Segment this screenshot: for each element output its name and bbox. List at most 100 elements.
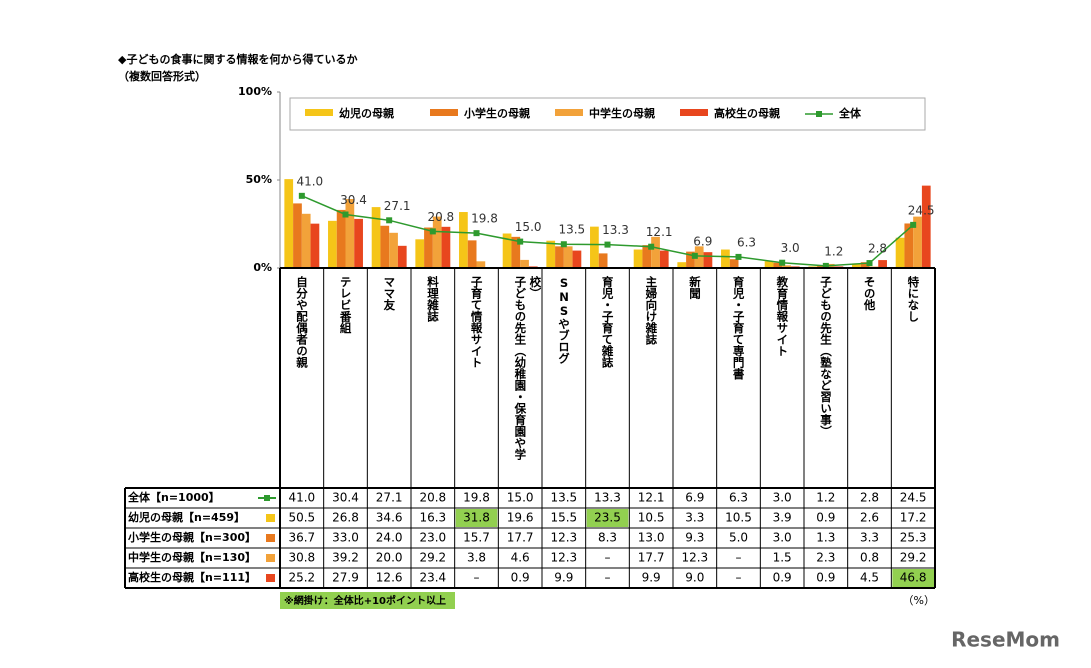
data-label: 6.3 xyxy=(737,235,756,249)
data-label: 2.8 xyxy=(868,242,887,256)
bar xyxy=(415,239,425,268)
table-cell: 9.9 xyxy=(554,571,573,585)
x-tick-label: 新聞 xyxy=(688,276,702,299)
table-cell: 25.2 xyxy=(288,571,315,585)
line-marker xyxy=(342,211,349,218)
bar xyxy=(642,245,652,268)
bar xyxy=(432,216,442,268)
table-cell: 0.9 xyxy=(773,571,792,585)
legend-label: 小学生の母親 xyxy=(463,106,530,120)
bar xyxy=(511,236,521,268)
bar xyxy=(782,265,791,268)
legend-label: 中学生の母親 xyxy=(589,106,655,120)
table-cell: – xyxy=(605,551,611,565)
y-tick-label: 100% xyxy=(238,85,272,98)
bar xyxy=(721,249,730,268)
chart-subtitle: （複数回答形式） xyxy=(118,69,206,83)
legend-swatch xyxy=(430,109,458,116)
legend-label: 幼児の母親 xyxy=(339,106,394,120)
table-cell: – xyxy=(736,551,742,565)
table-cell: 0.8 xyxy=(860,551,879,565)
bar xyxy=(852,263,861,268)
y-tick-label: 50% xyxy=(246,173,272,186)
table-cell: 0.9 xyxy=(816,571,835,585)
table-cell: 12.3 xyxy=(681,551,708,565)
table-cell: 1.2 xyxy=(816,491,835,505)
data-label: 19.8 xyxy=(471,212,498,226)
row-swatch xyxy=(264,495,270,501)
table-cell: 50.5 xyxy=(288,511,315,525)
table-cell: 3.0 xyxy=(773,491,792,505)
table-cell: 6.3 xyxy=(729,491,748,505)
line-marker xyxy=(560,241,567,248)
note-box xyxy=(280,592,455,609)
table-cell: 2.6 xyxy=(860,511,879,525)
bar xyxy=(389,232,398,268)
data-label: 13.3 xyxy=(602,223,629,237)
table-cell: – xyxy=(605,571,611,585)
table-cell: 1.5 xyxy=(773,551,792,565)
table-cell: 46.8 xyxy=(900,571,927,585)
y-tick-label: 0% xyxy=(253,261,272,274)
table-cell: 10.5 xyxy=(638,511,665,525)
x-tick-label: 子どもの先生（幼稚園・保育園や学校） xyxy=(513,276,543,460)
legend-label: 高校生の母親 xyxy=(714,106,780,120)
bar xyxy=(371,207,381,268)
line-marker xyxy=(648,243,655,250)
table-cell: 3.0 xyxy=(773,531,792,545)
line-marker xyxy=(779,259,786,266)
table-cell: 33.0 xyxy=(332,531,359,545)
data-label: 20.8 xyxy=(427,210,454,224)
data-label: 15.0 xyxy=(515,220,542,234)
table-cell: – xyxy=(736,571,742,585)
table-cell: 3.3 xyxy=(685,511,704,525)
table-cell: 24.5 xyxy=(900,491,927,505)
table-cell: 2.3 xyxy=(816,551,835,565)
bar xyxy=(598,253,608,268)
table-cell: 23.0 xyxy=(419,531,446,545)
data-label: 3.0 xyxy=(781,241,800,255)
bar xyxy=(424,227,433,268)
bar xyxy=(860,262,870,268)
highlight-cell xyxy=(586,509,629,527)
bar xyxy=(476,261,486,268)
bar xyxy=(546,240,556,268)
bar xyxy=(380,225,390,268)
table-cell: 8.3 xyxy=(598,531,617,545)
row-label: 小学生の母親【n=300】 xyxy=(127,530,256,544)
bar xyxy=(686,251,695,268)
bar xyxy=(284,179,294,268)
bar xyxy=(397,245,407,268)
row-label: 幼児の母親【n=459】 xyxy=(128,510,245,524)
line-marker xyxy=(822,262,829,269)
row-label: 高校生の母親【n=111】 xyxy=(128,570,256,584)
data-label: 6.9 xyxy=(693,234,712,248)
bar xyxy=(563,246,573,268)
x-tick-label: 主婦向け雑誌 xyxy=(644,276,659,345)
bar xyxy=(328,220,337,268)
bar xyxy=(520,259,529,268)
data-label: 12.1 xyxy=(646,225,673,239)
highlight-note: ※網掛け：全体比+10ポイント以上 xyxy=(284,594,446,607)
chart-title: ◆子どもの食事に関する情報を何から得ているか xyxy=(118,52,357,66)
table-cell: 13.5 xyxy=(550,491,577,505)
table-cell: 34.6 xyxy=(376,511,403,525)
bar xyxy=(694,246,704,268)
table-cell: 15.5 xyxy=(550,511,577,525)
table-cell: 23.4 xyxy=(419,571,446,585)
data-label: 41.0 xyxy=(296,174,323,188)
bar xyxy=(729,259,739,268)
x-tick-label: 教育情報サイト xyxy=(775,276,790,357)
bar xyxy=(555,246,564,268)
table-cell: 19.6 xyxy=(507,511,534,525)
legend-swatch xyxy=(305,109,333,116)
table-cell: 19.8 xyxy=(463,491,490,505)
x-tick-label: 自分や配偶者の親 xyxy=(295,276,309,368)
table-cell: 10.5 xyxy=(725,511,752,525)
data-label: 30.4 xyxy=(340,193,367,207)
bar xyxy=(572,250,582,268)
data-label: 13.5 xyxy=(558,223,585,237)
table-cell: 29.2 xyxy=(900,551,927,565)
x-tick-label: 育児・子育て専門書 xyxy=(731,276,746,380)
